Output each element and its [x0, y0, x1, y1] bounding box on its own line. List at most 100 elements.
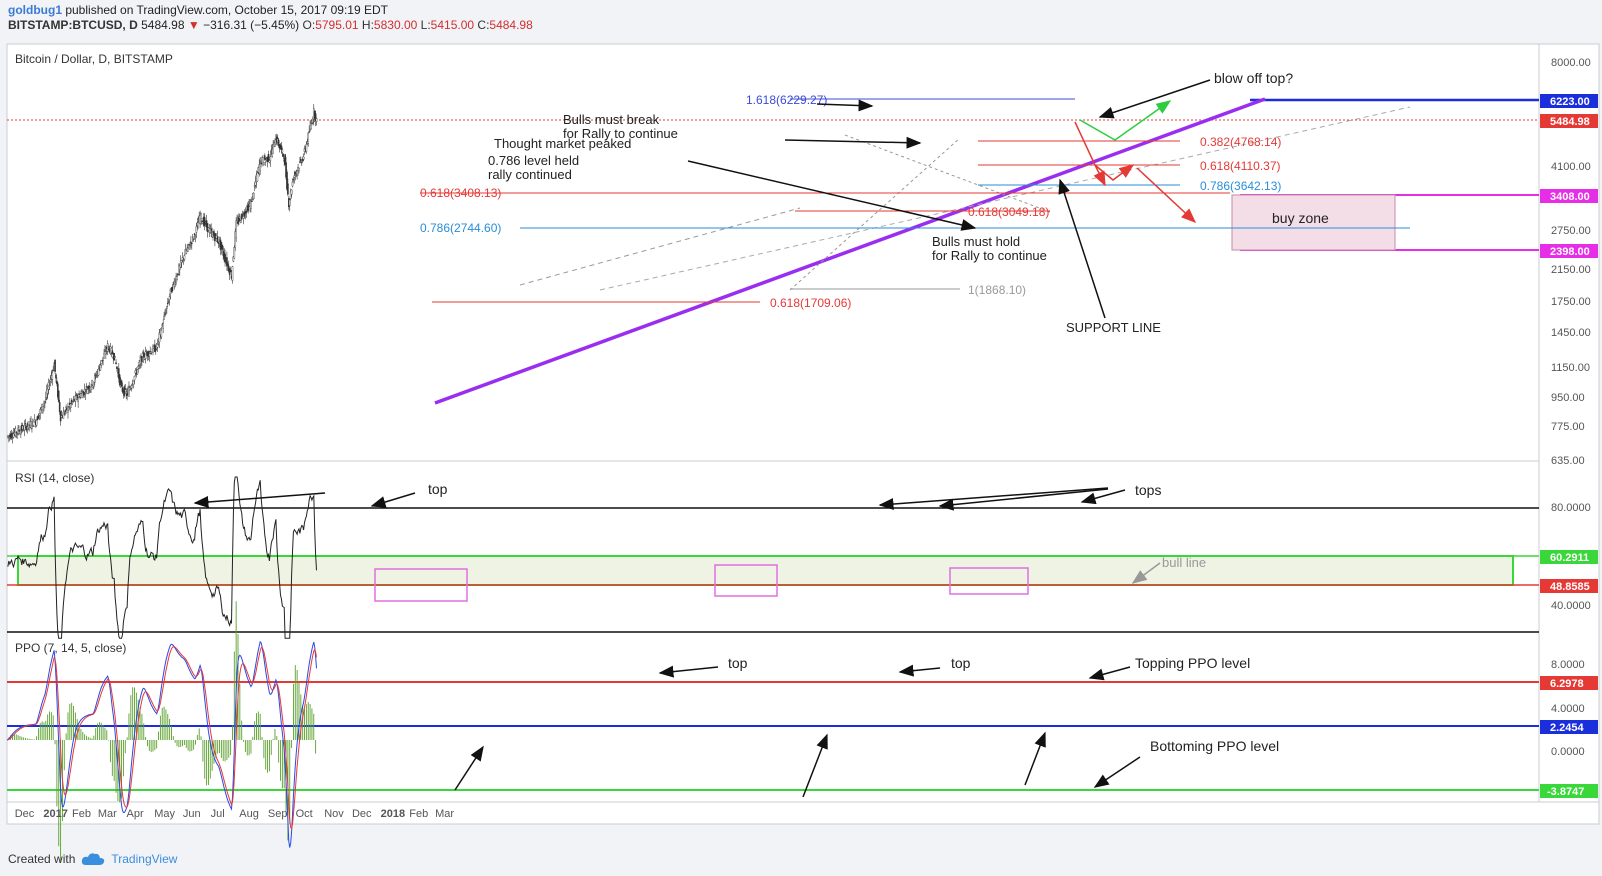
candle: [231, 266, 234, 281]
candle: [102, 356, 104, 361]
chart-header: goldbug1 published on TradingView.com, O…: [8, 3, 533, 33]
candle: [221, 244, 224, 250]
candle: [293, 175, 296, 178]
main-pane-title: Bitcoin / Dollar, D, BITSTAMP: [15, 52, 173, 66]
price-axis[interactable]: [1538, 43, 1600, 803]
tick-rsi-80: 80.0000: [1551, 502, 1591, 514]
buy-zone-label: buy zone: [1272, 210, 1329, 226]
down-arrow-icon: ▼: [187, 18, 200, 32]
candle: [227, 264, 229, 267]
tick-950: 950.00: [1551, 392, 1585, 404]
fib-0618d-label: 0.618(3049.18): [968, 205, 1049, 219]
ppo-up-arrow-1: [454, 745, 484, 791]
candle: [200, 213, 202, 220]
candle: [84, 393, 87, 395]
x-tick-label: Oct: [296, 808, 313, 820]
badge-3408-bg: [1540, 189, 1598, 203]
badge-6223: 6223.00: [1550, 96, 1590, 108]
badge-629: 6.2978: [1550, 678, 1584, 690]
candle: [253, 185, 256, 187]
ppo-up-arrow-3: [1024, 731, 1046, 786]
candle: [101, 359, 103, 362]
badge-60: 60.2911: [1550, 552, 1589, 564]
candle: [128, 387, 130, 397]
candle: [86, 389, 89, 394]
badge-3408: 3408.00: [1550, 191, 1590, 203]
ppo-annotations: top top Topping PPO level Bottoming PPO …: [454, 655, 1279, 798]
candle: [154, 348, 157, 352]
time-axis[interactable]: [6, 801, 1600, 825]
candle: [192, 239, 195, 241]
candle: [35, 420, 38, 426]
candle: [210, 228, 213, 232]
candle: [163, 315, 165, 320]
buy-zone-box: [1231, 194, 1396, 251]
rsi-top-label: top: [428, 481, 448, 497]
candle: [51, 372, 54, 380]
candle: [77, 397, 79, 402]
badge-48-bg: [1540, 579, 1598, 593]
candle: [55, 374, 57, 379]
price-candles: [7, 104, 318, 444]
candle: [68, 407, 70, 411]
bulls-hold-line1: Bulls must hold: [932, 234, 1020, 249]
candle: [263, 162, 265, 166]
candle: [31, 425, 33, 429]
candle: [242, 215, 245, 219]
ppo-arrow-topping: [1088, 666, 1131, 681]
price-pane[interactable]: [6, 43, 1540, 462]
candle: [254, 181, 257, 186]
ppo-top1-label: top: [728, 655, 748, 671]
candle: [72, 398, 75, 400]
x-tick-label: Jul: [211, 808, 225, 820]
candle: [252, 192, 255, 199]
rsi-pane[interactable]: [6, 460, 1540, 633]
tick-1450: 1450.00: [1551, 327, 1591, 339]
candle: [268, 159, 271, 163]
tick-1150: 1150.00: [1551, 362, 1590, 374]
candle: [203, 217, 206, 225]
candle: [312, 118, 314, 124]
candle: [45, 397, 47, 400]
candle: [237, 221, 239, 224]
red-path-arrow-2: [1094, 164, 1135, 181]
blow-off-top-label: blow off top?: [1214, 70, 1293, 86]
bulls-break-line1: Bulls must break: [563, 112, 660, 127]
tradingview-brand[interactable]: TradingView: [111, 852, 178, 866]
rsi-levels: [7, 507, 1539, 633]
candle: [263, 155, 266, 160]
ppo-pane[interactable]: [6, 631, 1540, 803]
candle: [22, 429, 25, 431]
candle: [239, 216, 241, 219]
candle: [262, 157, 264, 165]
publish-line: goldbug1 published on TradingView.com, O…: [8, 3, 533, 18]
bull-line-label: bull line: [1162, 555, 1206, 570]
candle: [281, 149, 284, 153]
thought-peaked: Thought market peaked: [494, 136, 631, 151]
candle: [183, 255, 186, 260]
candle: [165, 312, 167, 314]
ohlc-line: BITSTAMP:BTCUSD, D 5484.98 ▼ −316.31 (−5…: [8, 18, 533, 33]
candle: [111, 350, 114, 355]
candle: [57, 383, 59, 398]
arrow-support: [1058, 178, 1106, 319]
badge-2398: 2398.00: [1550, 246, 1590, 258]
x-tick-label: Nov: [324, 808, 344, 820]
candle: [90, 386, 92, 390]
footer: Created with TradingView: [8, 852, 177, 866]
candle: [126, 392, 128, 396]
author-link[interactable]: goldbug1: [8, 3, 62, 17]
tick-8000: 8000.00: [1551, 57, 1591, 69]
low-label: L:: [420, 18, 431, 32]
candle: [168, 296, 171, 300]
candle: [226, 257, 228, 267]
candle: [71, 401, 74, 403]
tick-ppo-8: 8.0000: [1551, 659, 1585, 671]
candle: [132, 380, 135, 385]
ppo-signal-line: [6, 646, 317, 830]
candle: [152, 346, 154, 353]
candle: [21, 425, 24, 430]
candle: [20, 429, 22, 435]
ppo-top2-label: top: [951, 655, 971, 671]
